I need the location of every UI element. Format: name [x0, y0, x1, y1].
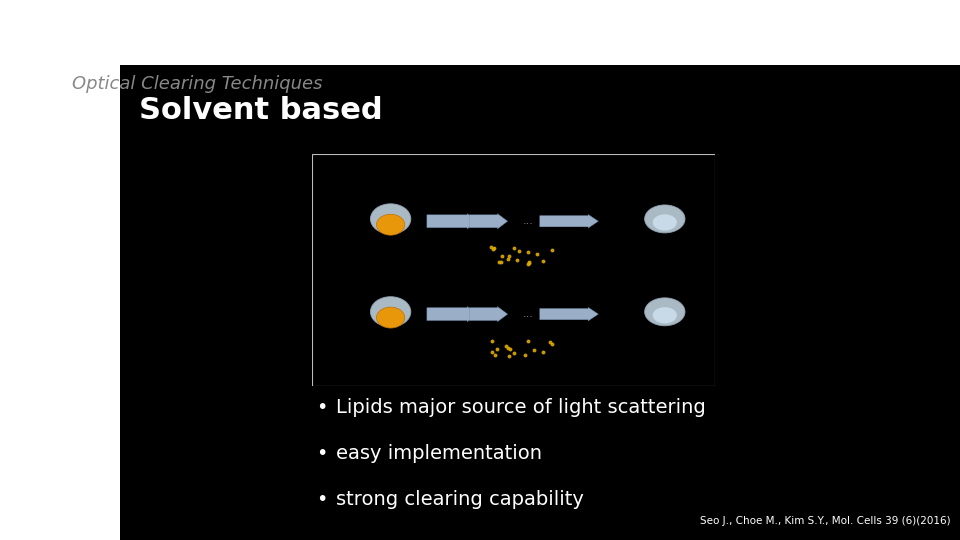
Ellipse shape: [653, 214, 677, 231]
Text: BABB
3DISCO
iDISCO: BABB 3DISCO iDISCO: [339, 215, 366, 235]
Text: •: •: [316, 398, 327, 417]
Ellipse shape: [371, 296, 411, 327]
FancyArrow shape: [427, 214, 477, 229]
Text: ...: ...: [522, 216, 533, 226]
FancyBboxPatch shape: [120, 65, 960, 540]
Ellipse shape: [645, 298, 685, 326]
Ellipse shape: [645, 205, 685, 233]
Ellipse shape: [376, 214, 405, 235]
Text: strong clearing capability: strong clearing capability: [336, 490, 584, 509]
Text: Dehydrating solvent
& clearing solvent: Dehydrating solvent & clearing solvent: [468, 179, 536, 192]
Ellipse shape: [376, 307, 405, 328]
Text: •: •: [316, 490, 327, 509]
FancyArrow shape: [469, 214, 508, 229]
Text: ScaleA2
ScaleS
CUBIC: ScaleA2 ScaleS CUBIC: [338, 308, 367, 328]
Ellipse shape: [653, 307, 677, 323]
Text: Seo J., Choe M., Kim S.Y., Mol. Cells 39 (6)(2016): Seo J., Choe M., Kim S.Y., Mol. Cells 39…: [700, 516, 950, 526]
FancyArrow shape: [540, 214, 598, 228]
FancyArrow shape: [469, 307, 508, 322]
Text: RI matching: RI matching: [618, 275, 659, 281]
Text: Lipids major source of light scattering: Lipids major source of light scattering: [336, 398, 706, 417]
FancyArrow shape: [427, 307, 477, 322]
Text: Solvent based: Solvent based: [139, 96, 383, 125]
Text: RI matching: RI matching: [618, 182, 659, 188]
Text: easy implementation: easy implementation: [336, 444, 542, 463]
FancyArrow shape: [540, 307, 598, 321]
Text: •: •: [316, 444, 327, 463]
Ellipse shape: [371, 204, 411, 234]
Text: Optical Clearing Techniques: Optical Clearing Techniques: [72, 75, 323, 93]
Text: ...: ...: [522, 309, 533, 319]
Text: Delipidation and dehydration/hyperhydration followed by RI matching: Delipidation and dehydration/hyperhydrat…: [370, 164, 658, 170]
Text: Urea & detergent
solution: Urea & detergent solution: [472, 272, 531, 285]
